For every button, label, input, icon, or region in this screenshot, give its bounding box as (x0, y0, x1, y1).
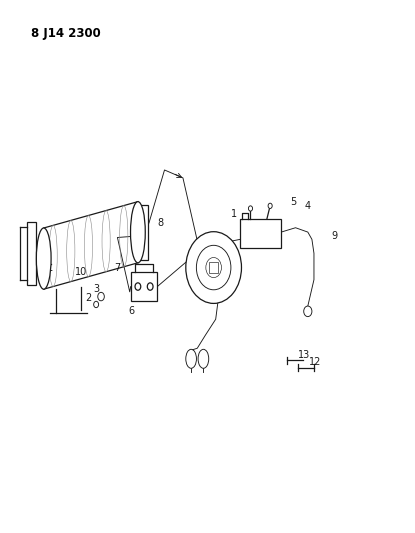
Ellipse shape (198, 349, 209, 368)
Text: 2: 2 (85, 293, 92, 303)
Text: 5: 5 (290, 197, 297, 207)
Circle shape (249, 206, 253, 211)
Circle shape (206, 257, 222, 278)
Circle shape (135, 283, 141, 290)
Ellipse shape (186, 349, 196, 368)
Circle shape (98, 292, 104, 301)
Text: 9: 9 (331, 231, 337, 241)
Circle shape (268, 203, 272, 208)
Circle shape (147, 283, 153, 290)
Text: 13: 13 (298, 350, 310, 360)
Text: 7: 7 (114, 263, 120, 272)
Bar (209, 262, 218, 273)
Circle shape (94, 301, 99, 308)
Text: 11: 11 (42, 263, 54, 272)
Circle shape (304, 306, 312, 317)
Text: 6: 6 (129, 306, 135, 316)
Ellipse shape (131, 201, 145, 263)
Text: 3: 3 (93, 284, 99, 294)
Circle shape (196, 245, 231, 290)
Text: 4: 4 (305, 201, 311, 211)
Bar (240, 219, 281, 248)
Bar (131, 272, 157, 301)
Text: 8 J14 2300: 8 J14 2300 (32, 27, 101, 39)
Ellipse shape (37, 228, 51, 289)
Text: 8: 8 (157, 218, 164, 228)
Text: 1: 1 (231, 209, 237, 219)
Bar (27, 222, 36, 285)
Text: 12: 12 (309, 358, 321, 367)
Bar (139, 205, 148, 260)
Text: 10: 10 (75, 267, 88, 277)
Circle shape (186, 232, 242, 303)
